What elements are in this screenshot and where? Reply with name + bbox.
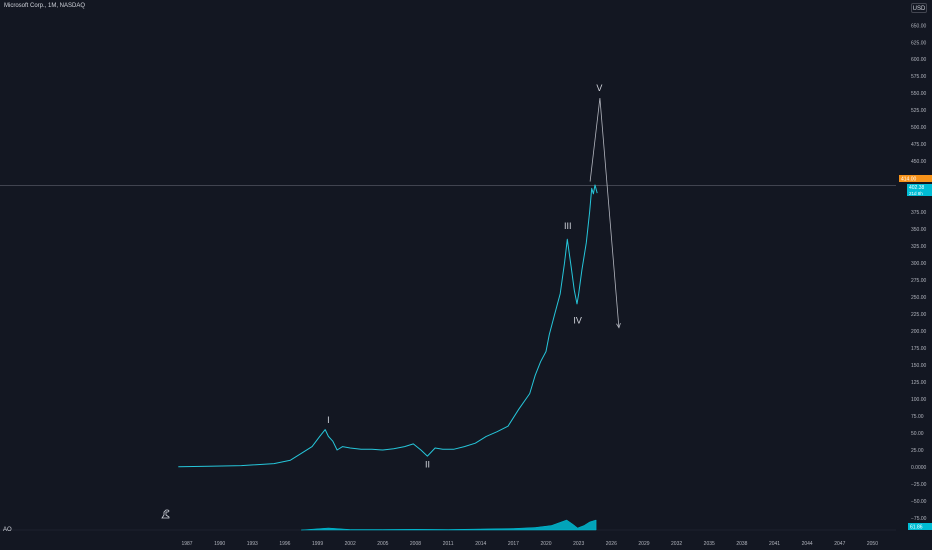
- y-tick-label: 50.00: [911, 431, 924, 437]
- y-tick-label: 200.00: [911, 329, 927, 335]
- wave-label: III: [564, 221, 572, 231]
- dinosaur-icon[interactable]: [160, 508, 172, 520]
- wave-label: I: [327, 415, 330, 425]
- ao-indicator-pane: [0, 519, 896, 531]
- indicator-value-tag: 61.86: [910, 525, 923, 531]
- x-tick-label: 2047: [834, 541, 845, 547]
- y-tick-label: 75.00: [911, 414, 924, 420]
- y-tick-label: 475.00: [911, 142, 927, 148]
- x-tick-label: 1999: [312, 541, 323, 547]
- last-price-tag: 414.00: [901, 177, 917, 183]
- x-tick-label: 2050: [867, 541, 878, 547]
- price-tag-layer: 414.00 402.38 21d 8h 61.86: [899, 175, 932, 531]
- y-tick-label: 575.00: [911, 74, 927, 80]
- y-tick-label: −75.00: [911, 516, 927, 522]
- price-series-layer: [178, 184, 598, 468]
- indicator-label[interactable]: AO: [3, 527, 12, 533]
- currency-button[interactable]: USD: [911, 3, 927, 13]
- last-price-tag-bg: [899, 175, 932, 182]
- symbol-title[interactable]: Microsoft Corp., 1M, NASDAQ: [4, 3, 86, 9]
- x-tick-label: 2011: [443, 541, 454, 547]
- y-tick-label: 250.00: [911, 295, 927, 301]
- y-tick-label: 450.00: [911, 159, 927, 165]
- current-price-tag: 402.38: [909, 185, 925, 191]
- x-tick-label: 2017: [508, 541, 519, 547]
- x-tick-label: 2020: [540, 541, 551, 547]
- current-price-tag-bg: [907, 184, 932, 196]
- y-tick-label: 225.00: [911, 312, 927, 318]
- y-tick-label: −25.00: [911, 482, 927, 488]
- y-tick-label: 150.00: [911, 363, 927, 369]
- x-tick-label: 2002: [345, 541, 356, 547]
- projection-path: [589, 97, 620, 328]
- x-tick-label: 2014: [475, 541, 486, 547]
- y-tick-label: 350.00: [911, 227, 927, 233]
- y-tick-label: 275.00: [911, 278, 927, 284]
- y-tick-label: 650.00: [911, 23, 927, 29]
- x-tick-label: 2026: [606, 541, 617, 547]
- y-tick-label: 300.00: [911, 261, 927, 267]
- y-tick-label: 500.00: [911, 125, 927, 131]
- x-tick-label: 2005: [377, 541, 388, 547]
- x-tick-label: 2038: [736, 541, 747, 547]
- y-tick-label: −50.00: [911, 499, 927, 505]
- x-tick-label: 1993: [247, 541, 258, 547]
- x-tick-label: 2023: [573, 541, 584, 547]
- projection-layer: [589, 97, 621, 329]
- y-tick-label: 325.00: [911, 244, 927, 250]
- x-tick-label: 2041: [769, 541, 780, 547]
- x-tick-label: 1996: [279, 541, 290, 547]
- wave-label: IV: [573, 316, 582, 326]
- ao-histogram: [301, 519, 597, 531]
- price-series-line: [178, 184, 598, 468]
- y-tick-label: 100.00: [911, 397, 927, 403]
- y-tick-label: 625.00: [911, 40, 927, 46]
- x-tick-label: 1990: [214, 541, 225, 547]
- wave-label: V: [596, 83, 602, 93]
- y-tick-label: 525.00: [911, 108, 927, 114]
- x-tick-label: 2029: [638, 541, 649, 547]
- price-axis[interactable]: 650.00 625.00 600.00 575.00 550.00 525.00 500.…: [911, 23, 927, 522]
- y-tick-label: 375.00: [911, 210, 927, 216]
- y-tick-label: 0.0000: [911, 465, 927, 471]
- y-tick-label: 25.00: [911, 448, 924, 454]
- indicator-value-tag-bg: [908, 523, 932, 530]
- wave-label: II: [425, 460, 430, 470]
- x-tick-label: 2044: [802, 541, 813, 547]
- y-tick-label: 125.00: [911, 380, 927, 386]
- y-tick-label: 550.00: [911, 91, 927, 97]
- x-tick-label: 2032: [671, 541, 682, 547]
- time-axis[interactable]: 1987 1990 1993 1996 1999 2002 2005 2008 2011 2014…: [181, 541, 878, 547]
- projection-arrowhead: [616, 323, 621, 329]
- x-tick-label: 1987: [181, 541, 192, 547]
- y-tick-label: 600.00: [911, 57, 927, 63]
- x-tick-label: 2035: [704, 541, 715, 547]
- y-tick-label: 175.00: [911, 346, 927, 352]
- x-tick-label: 2008: [410, 541, 421, 547]
- countdown-tag: 21d 8h: [909, 191, 923, 196]
